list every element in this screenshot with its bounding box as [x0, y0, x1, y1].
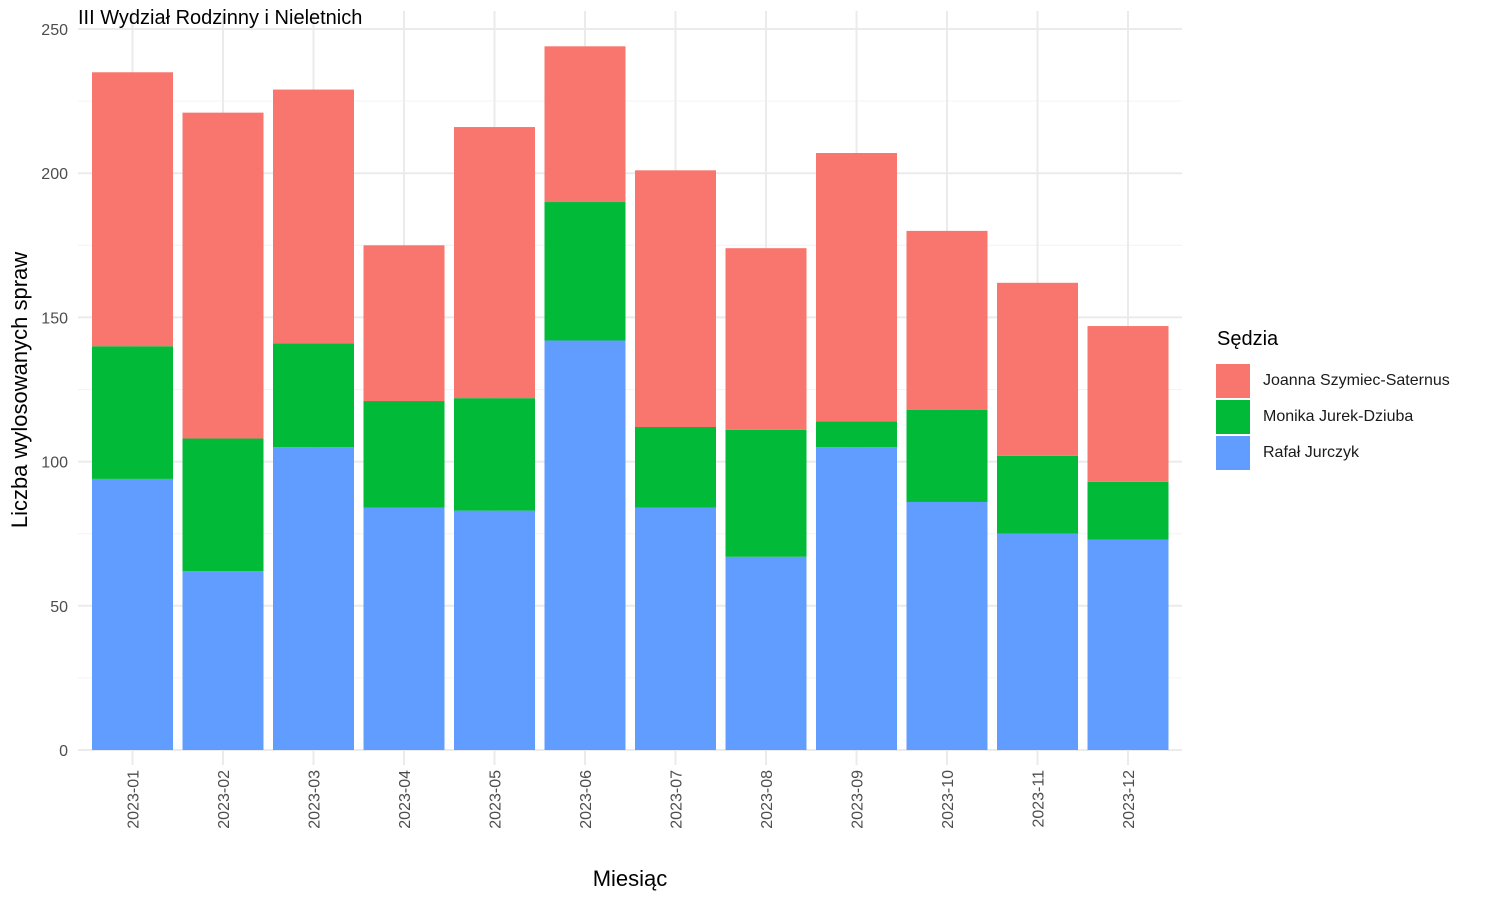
y-tick-label: 0 — [59, 743, 68, 760]
x-axis-ticks: 2023-01 2023-02 2023-03 2023-04 2023-05 2023-… — [126, 770, 1139, 829]
legend-item: Rafał Jurczyk — [1216, 435, 1450, 471]
bars — [92, 46, 1169, 750]
x-tick-label: 2023-05 — [488, 770, 505, 829]
x-tick-label: 2023-09 — [850, 770, 867, 829]
x-tick-label: 2023-08 — [759, 770, 776, 829]
bar-segment — [816, 421, 897, 448]
bar-segment — [725, 556, 807, 750]
x-tick-label: 2023-12 — [1121, 770, 1138, 829]
bar-segment — [454, 510, 535, 750]
y-tick-label: 150 — [41, 310, 68, 327]
bar-segment — [997, 533, 1078, 750]
bar-segment — [635, 507, 716, 750]
bar-segment — [725, 248, 807, 430]
bar-segment — [725, 429, 807, 557]
bar-segment — [363, 401, 445, 508]
bar-segment — [182, 112, 264, 439]
legend-items: Joanna Szymiec-Saternus Monika Jurek-Dziu… — [1216, 363, 1450, 471]
bar-segment — [997, 455, 1078, 534]
legend-label: Joanna Szymiec-Saternus — [1263, 372, 1450, 389]
bar-segment — [454, 127, 535, 399]
bar-segment — [92, 346, 173, 479]
bar-segment — [182, 438, 264, 572]
bar-segment — [273, 447, 354, 750]
bar-segment — [92, 478, 173, 750]
x-tick-label: 2023-04 — [397, 770, 414, 829]
legend-swatch — [1216, 436, 1250, 470]
legend-swatch — [1216, 400, 1250, 434]
bar-segment — [363, 245, 445, 402]
y-tick-label: 100 — [41, 455, 68, 472]
bar-segment — [1087, 539, 1169, 750]
bar-segment — [635, 170, 716, 427]
bar-segment — [1087, 326, 1169, 482]
x-axis-label: Miesiąc — [592, 866, 668, 891]
bar-segment — [454, 398, 535, 511]
bar-segment — [906, 501, 988, 750]
legend-swatch — [1216, 364, 1250, 398]
legend-item: Monika Jurek-Dziuba — [1216, 399, 1450, 435]
y-axis-label: Liczba wylosowanych spraw — [7, 251, 32, 529]
bar-segment — [1087, 481, 1169, 540]
y-tick-label: 200 — [41, 166, 68, 183]
x-tick-label: 2023-01 — [126, 770, 143, 829]
x-tick-label: 2023-06 — [578, 770, 595, 829]
bar-segment — [544, 46, 626, 203]
legend: Sędzia Joanna Szymiec-Saternus Monika Jur… — [1216, 328, 1450, 471]
y-axis-ticks: 0 50 100 150 200 250 — [41, 22, 68, 760]
bar-segment — [816, 153, 897, 422]
bar-segment — [363, 507, 445, 750]
bar-segment — [182, 571, 264, 750]
legend-label: Monika Jurek-Dziuba — [1263, 408, 1414, 425]
legend-title: Sędzia — [1217, 328, 1279, 350]
bar-segment — [997, 282, 1078, 456]
bar-segment — [544, 202, 626, 341]
x-tick-label: 2023-10 — [940, 770, 957, 829]
bar-segment — [906, 230, 988, 410]
x-tick-label: 2023-11 — [1031, 770, 1048, 828]
bar-segment — [92, 72, 173, 347]
bar-segment — [906, 409, 988, 502]
x-tick-label: 2023-03 — [307, 770, 324, 829]
chart-title: III Wydział Rodzinny i Nieletnich — [78, 7, 363, 29]
y-tick-label: 250 — [41, 22, 68, 39]
bar-segment — [273, 89, 354, 344]
bar-segment — [273, 343, 354, 448]
legend-item: Joanna Szymiec-Saternus — [1216, 363, 1450, 399]
y-tick-label: 50 — [50, 599, 68, 616]
x-tick-label: 2023-02 — [216, 770, 233, 829]
bar-segment — [816, 447, 897, 750]
bar-segment — [544, 340, 626, 750]
x-tick-label: 2023-07 — [669, 770, 686, 829]
legend-label: Rafał Jurczyk — [1263, 444, 1360, 461]
bar-segment — [635, 426, 716, 508]
